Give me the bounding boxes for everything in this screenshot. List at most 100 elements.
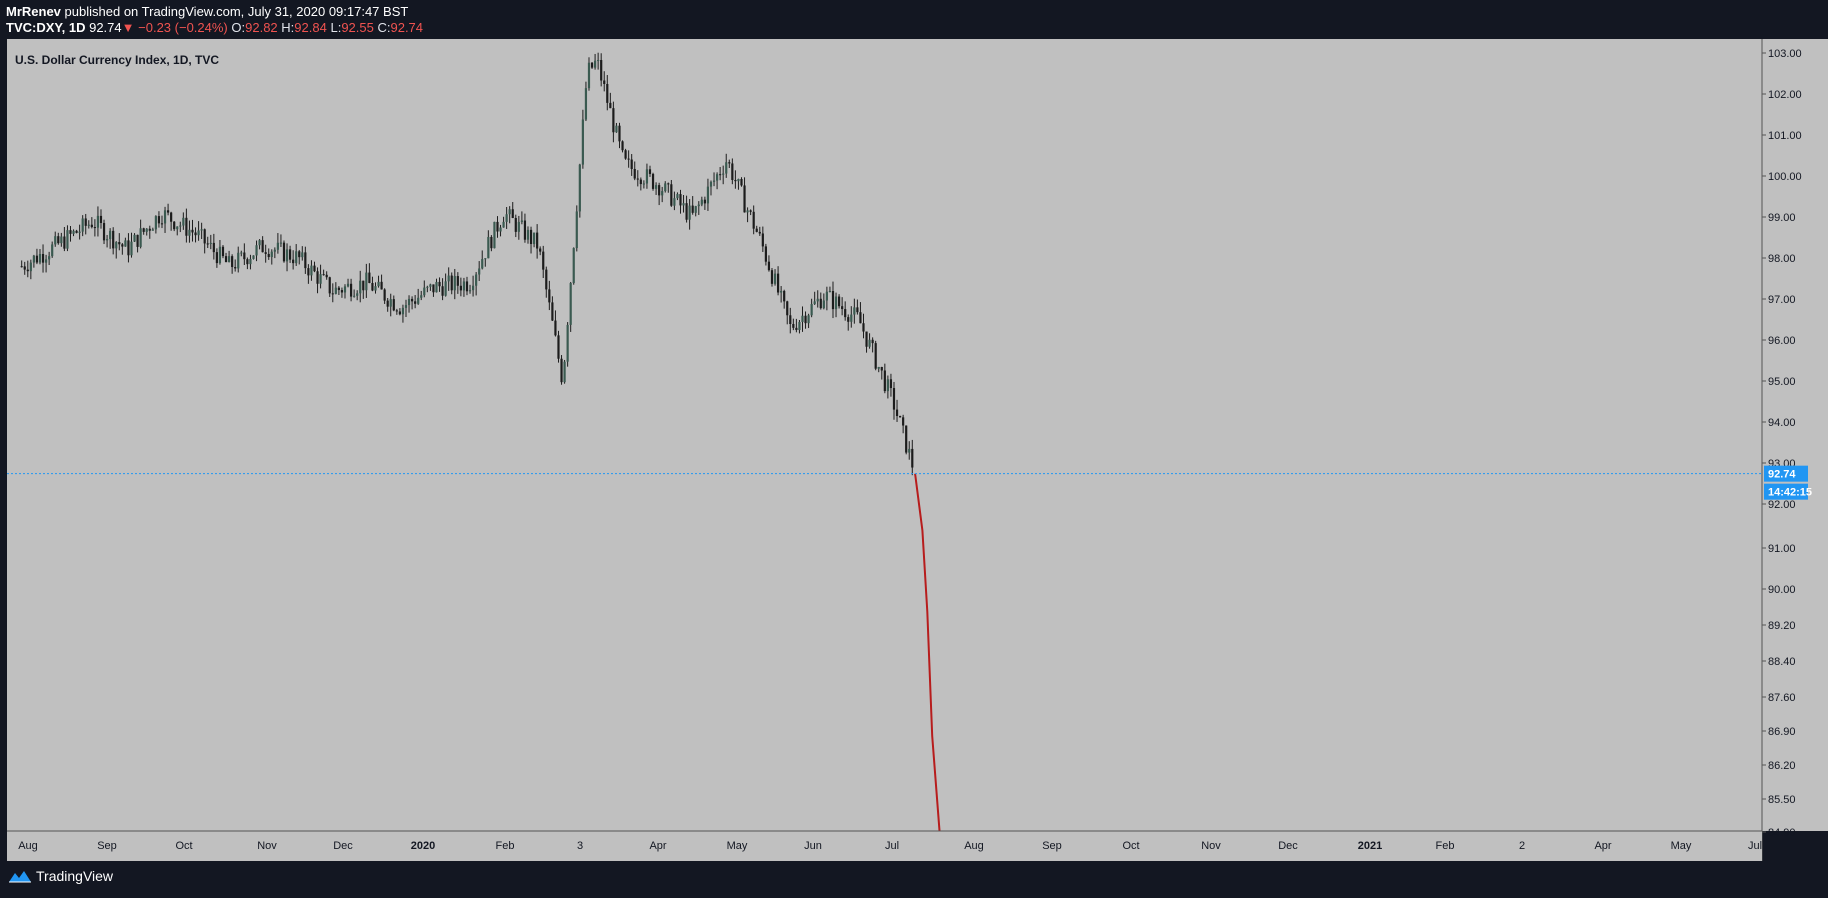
candle <box>749 209 752 216</box>
candle <box>828 286 832 293</box>
candle <box>551 296 554 322</box>
candle <box>889 373 893 397</box>
candle <box>130 232 133 258</box>
candle <box>29 259 32 280</box>
candle <box>853 298 856 324</box>
candle <box>465 276 469 296</box>
time-tick-label: 2021 <box>1358 840 1382 852</box>
candle <box>310 260 313 281</box>
candle <box>834 292 838 318</box>
candle <box>789 307 792 334</box>
candle <box>456 272 459 294</box>
candle <box>892 381 896 420</box>
candle <box>536 224 539 259</box>
time-tick-label: Feb <box>496 840 515 852</box>
candle <box>48 251 51 266</box>
price-tick-label: 98.00 <box>1768 253 1796 265</box>
plot-area[interactable] <box>7 39 1762 831</box>
price-axis[interactable]: 103.00 102.00 101.00 100.00 99.00 98.00 97.00 9… <box>1761 39 1828 861</box>
candle <box>639 177 642 191</box>
projection-line <box>914 473 941 833</box>
candle <box>719 166 722 181</box>
candle <box>783 289 786 309</box>
author-name[interactable]: MrRenev <box>6 4 61 19</box>
candle <box>490 235 493 252</box>
candle <box>801 306 804 332</box>
candle <box>35 248 39 265</box>
price-tick-label: 103.00 <box>1768 48 1802 60</box>
candle <box>133 233 136 242</box>
candle <box>206 236 209 249</box>
candle <box>691 196 694 215</box>
candle <box>212 233 215 260</box>
candle <box>606 75 609 111</box>
candle <box>883 363 886 394</box>
candle <box>188 220 191 243</box>
candle <box>807 313 810 329</box>
candle <box>624 148 627 160</box>
candle <box>90 217 93 229</box>
candle <box>221 245 225 259</box>
candle <box>664 181 667 193</box>
candle <box>142 227 145 235</box>
candle <box>432 284 435 297</box>
candle <box>532 232 536 248</box>
candle <box>630 154 633 176</box>
candle <box>700 196 703 207</box>
candle <box>813 291 816 305</box>
candle <box>72 229 75 237</box>
brand-name[interactable]: TradingView <box>36 868 114 884</box>
candle <box>539 246 542 256</box>
candle <box>508 206 511 224</box>
candle <box>365 263 368 298</box>
time-tick-label: Jul <box>1748 840 1762 852</box>
price-tick-label: 88.40 <box>1768 656 1796 668</box>
candle <box>685 195 688 223</box>
candle <box>868 333 871 349</box>
candle <box>563 359 566 384</box>
candle <box>715 172 719 190</box>
candle <box>804 311 807 329</box>
candle <box>615 122 618 133</box>
candle <box>279 234 283 247</box>
tradingview-logo-icon[interactable] <box>8 868 32 884</box>
candle <box>426 285 429 293</box>
candle <box>548 280 551 311</box>
candle <box>374 282 377 294</box>
candle <box>136 234 139 253</box>
candle <box>282 240 286 263</box>
candle <box>231 254 234 274</box>
candle <box>63 227 66 252</box>
price-axis-background <box>1762 39 1828 831</box>
candle <box>362 280 365 299</box>
price-tick-label: 99.00 <box>1768 212 1796 224</box>
price-tick-label: 89.20 <box>1768 620 1796 632</box>
candle <box>429 283 432 291</box>
time-tick-label: Nov <box>257 840 277 852</box>
candle <box>224 252 228 263</box>
candle <box>612 101 615 143</box>
countdown-badge: 14:42:15 <box>1768 487 1812 499</box>
candle <box>60 232 63 247</box>
candle <box>102 219 106 245</box>
candle <box>609 92 612 109</box>
candle <box>737 178 740 190</box>
candle <box>298 249 301 265</box>
candle <box>886 375 889 399</box>
candle <box>667 182 670 193</box>
candle <box>438 277 441 292</box>
candle <box>353 289 356 298</box>
candle <box>44 254 48 273</box>
candle <box>270 249 273 265</box>
candle <box>633 161 636 181</box>
candle <box>557 330 560 363</box>
candle <box>176 226 179 236</box>
candle <box>722 165 725 185</box>
candle <box>87 220 90 229</box>
candle <box>792 318 795 331</box>
candle <box>383 288 386 304</box>
candle <box>112 227 115 255</box>
time-axis[interactable]: Aug Sep Oct Nov Dec 2020 Feb 3 Apr May Jun Jul Aug Se… <box>7 830 1762 861</box>
candle <box>825 286 828 311</box>
